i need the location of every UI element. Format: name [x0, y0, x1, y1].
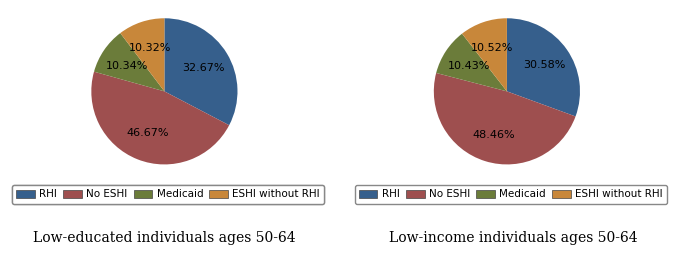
Text: Low-educated individuals ages 50-64: Low-educated individuals ages 50-64 — [33, 231, 296, 245]
Wedge shape — [434, 73, 575, 164]
Text: 30.58%: 30.58% — [523, 60, 565, 70]
Wedge shape — [164, 18, 238, 125]
Text: Low-income individuals ages 50-64: Low-income individuals ages 50-64 — [390, 231, 638, 245]
Text: 10.32%: 10.32% — [129, 43, 171, 54]
Legend: RHI, No ESHI, Medicaid, ESHI without RHI: RHI, No ESHI, Medicaid, ESHI without RHI — [12, 185, 324, 204]
Legend: RHI, No ESHI, Medicaid, ESHI without RHI: RHI, No ESHI, Medicaid, ESHI without RHI — [355, 185, 667, 204]
Text: 10.52%: 10.52% — [471, 44, 513, 54]
Text: 10.34%: 10.34% — [105, 61, 148, 71]
Text: 46.67%: 46.67% — [127, 128, 169, 139]
Wedge shape — [462, 18, 507, 91]
Wedge shape — [94, 33, 164, 91]
Text: 10.43%: 10.43% — [448, 61, 490, 72]
Wedge shape — [91, 72, 229, 164]
Wedge shape — [121, 18, 164, 91]
Wedge shape — [507, 18, 580, 116]
Text: 48.46%: 48.46% — [472, 130, 514, 140]
Wedge shape — [436, 34, 507, 91]
Text: 32.67%: 32.67% — [182, 63, 225, 73]
